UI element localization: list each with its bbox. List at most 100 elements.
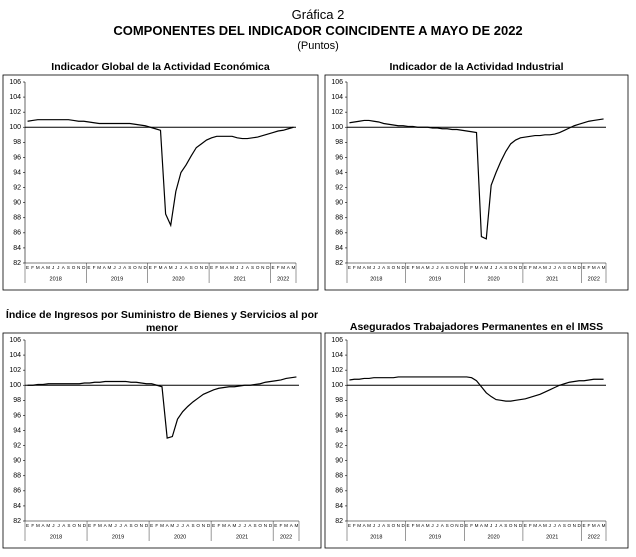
x-tick-label: A	[363, 265, 367, 270]
x-tick-label: A	[421, 265, 425, 270]
y-tick-label: 98	[335, 139, 343, 146]
x-tick-label: A	[42, 523, 46, 528]
x-tick-label: A	[41, 265, 45, 270]
y-tick-label: 86	[13, 488, 21, 495]
x-tick-label: A	[287, 265, 291, 270]
y-tick-label: 98	[335, 397, 343, 404]
panel-title: Indicador Global de la Actividad Económi…	[51, 61, 270, 73]
year-label: 2020	[487, 276, 499, 282]
x-tick-label: D	[577, 265, 581, 270]
y-tick-label: 84	[13, 245, 21, 252]
x-tick-label: M	[426, 523, 430, 528]
x-tick-label: F	[154, 265, 157, 270]
series-line	[27, 376, 297, 439]
y-tick-label: 90	[335, 200, 343, 207]
x-tick-label: D	[519, 265, 523, 270]
x-tick-label: J	[431, 523, 433, 528]
x-tick-label: S	[504, 265, 507, 270]
y-tick-label: 96	[335, 412, 343, 419]
x-tick-label: N	[200, 265, 203, 270]
x-tick-label: J	[549, 265, 551, 270]
x-tick-label: D	[143, 265, 147, 270]
x-tick-label: N	[264, 523, 267, 528]
x-tick-label: A	[246, 265, 250, 270]
x-tick-label: O	[72, 265, 76, 270]
x-tick-label: J	[175, 265, 177, 270]
x-tick-label: J	[180, 265, 182, 270]
x-tick-label: A	[441, 265, 445, 270]
y-tick-label: 84	[335, 503, 343, 510]
x-tick-label: M	[36, 523, 40, 528]
y-tick-label: 86	[13, 230, 21, 237]
x-tick-label: J	[57, 523, 59, 528]
y-tick-label: 94	[13, 169, 21, 176]
series-line	[27, 119, 294, 228]
y-tick-label: 86	[335, 488, 343, 495]
x-tick-label: M	[220, 265, 224, 270]
y-tick-label: 88	[13, 215, 21, 222]
x-tick-label: M	[367, 265, 371, 270]
x-tick-label: A	[104, 523, 108, 528]
y-tick-label: 102	[331, 367, 343, 374]
year-label: 2018	[50, 534, 62, 540]
x-tick-label: S	[387, 523, 390, 528]
x-tick-label: M	[295, 523, 299, 528]
y-tick-label: 92	[335, 442, 343, 449]
x-tick-label: J	[236, 265, 238, 270]
x-tick-label: M	[160, 523, 164, 528]
x-tick-label: F	[353, 265, 356, 270]
x-tick-label: D	[402, 523, 406, 528]
x-tick-label: F	[470, 523, 473, 528]
x-tick-label: J	[182, 523, 184, 528]
y-tick-label: 82	[13, 518, 21, 525]
y-tick-label: 92	[335, 184, 343, 191]
x-tick-label: S	[251, 265, 254, 270]
x-tick-label: A	[480, 265, 484, 270]
x-tick-label: J	[373, 265, 375, 270]
x-tick-label: D	[266, 265, 270, 270]
series-line	[349, 118, 604, 240]
y-tick-label: 98	[13, 397, 21, 404]
y-tick-label: 106	[331, 337, 343, 344]
x-tick-label: E	[87, 265, 90, 270]
x-tick-label: A	[538, 523, 542, 528]
x-tick-label: E	[88, 523, 91, 528]
x-tick-label: F	[587, 265, 590, 270]
x-tick-label: F	[93, 265, 96, 270]
x-tick-label: O	[450, 265, 454, 270]
x-tick-label: J	[244, 523, 246, 528]
y-tick-label: 100	[9, 382, 21, 389]
x-tick-label: D	[269, 523, 273, 528]
year-label: 2018	[370, 534, 382, 540]
x-tick-label: E	[274, 523, 277, 528]
x-tick-label: O	[134, 523, 138, 528]
x-tick-label: E	[465, 265, 468, 270]
x-tick-label: M	[284, 523, 288, 528]
x-tick-label: A	[363, 523, 367, 528]
panel-title: Indicador de la Actividad Industrial	[389, 61, 564, 73]
x-tick-label: E	[26, 523, 29, 528]
x-tick-label: M	[230, 265, 234, 270]
figure-unit: (Puntos)	[297, 40, 339, 52]
x-tick-label: S	[67, 265, 70, 270]
y-tick-label: 104	[9, 352, 21, 359]
y-tick-label: 94	[335, 427, 343, 434]
x-tick-label: N	[573, 265, 576, 270]
x-tick-label: J	[554, 265, 556, 270]
x-tick-label: O	[195, 265, 199, 270]
x-tick-label: J	[554, 523, 556, 528]
x-tick-label: J	[113, 265, 115, 270]
x-tick-label: E	[582, 523, 585, 528]
x-tick-label: A	[382, 523, 386, 528]
x-tick-label: N	[573, 523, 576, 528]
x-tick-label: A	[186, 523, 190, 528]
y-tick-label: 98	[13, 139, 21, 146]
x-tick-label: J	[118, 265, 120, 270]
x-tick-label: F	[529, 265, 532, 270]
panel-frame	[324, 74, 629, 291]
y-tick-label: 88	[335, 215, 343, 222]
year-label: 2021	[546, 534, 558, 540]
x-tick-label: M	[97, 265, 101, 270]
x-tick-label: F	[412, 523, 415, 528]
